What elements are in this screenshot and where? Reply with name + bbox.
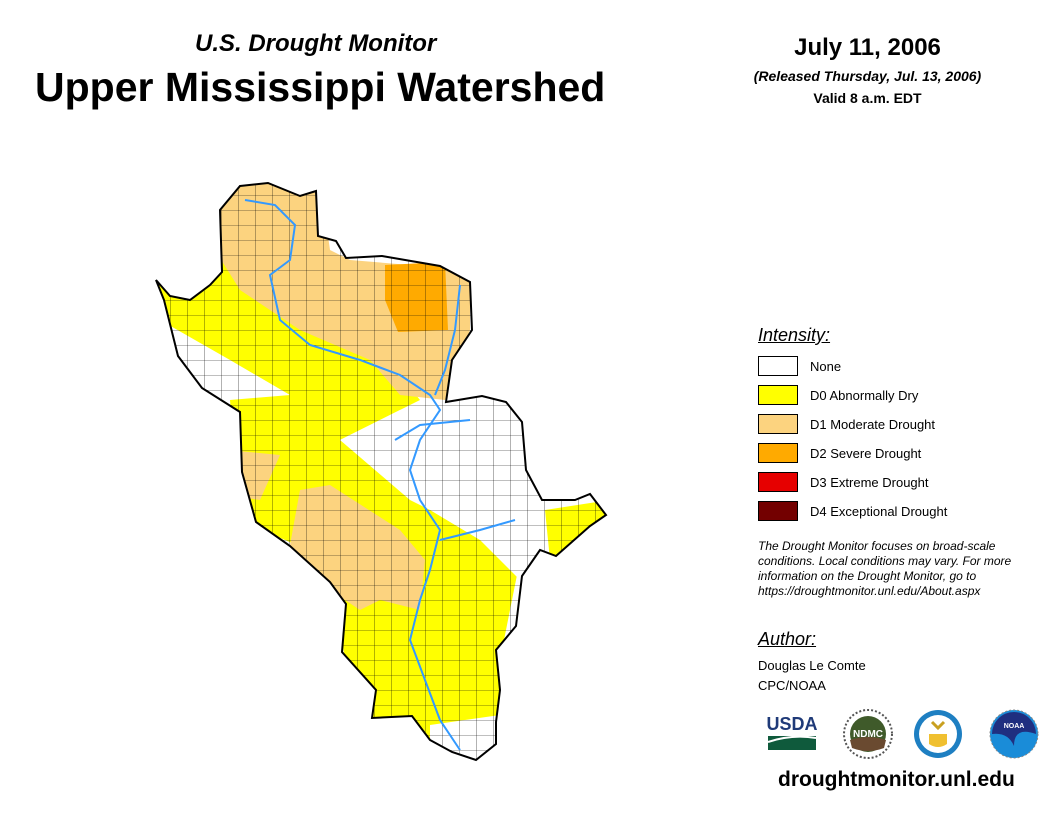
author-heading: Author: <box>758 629 817 649</box>
iowa-river <box>394 419 471 441</box>
legend-item-d4: D4 Exceptional Drought <box>758 500 947 522</box>
legend-label: D3 Extreme Drought <box>810 474 929 490</box>
legend-swatch <box>758 472 798 492</box>
legend-label: D4 Exceptional Drought <box>810 503 948 519</box>
mississippi-river <box>244 199 461 751</box>
author-name: Douglas Le Comte <box>758 658 866 673</box>
svg-text:NOAA: NOAA <box>1004 723 1025 730</box>
author-info: Douglas Le Comte CPC/NOAA <box>758 656 866 696</box>
legend-item-d1: D1 Moderate Drought <box>758 413 935 435</box>
legend-label: D0 Abnormally Dry <box>810 387 919 403</box>
legend-swatch <box>758 385 798 405</box>
svg-text:USDA: USDA <box>766 714 817 734</box>
legend-swatch <box>758 356 798 376</box>
svg-text:NDMC: NDMC <box>853 729 883 740</box>
rivers <box>244 199 516 751</box>
legend-swatch <box>758 501 798 521</box>
legend-title: Intensity: <box>758 325 831 345</box>
legend-swatch <box>758 414 798 434</box>
legend-swatch <box>758 443 798 463</box>
legend-label: D2 Severe Drought <box>810 445 922 461</box>
legend-label: D1 Moderate Drought <box>810 416 936 432</box>
commerce-seal <box>914 710 962 758</box>
ndmc-logo: NDMC <box>843 709 893 759</box>
release-date: (Released Thursday, Jul. 13, 2006) <box>753 68 982 84</box>
drought-areas <box>156 183 606 760</box>
noaa-logo: NOAA <box>989 709 1039 759</box>
legend-item-d2: D2 Severe Drought <box>758 442 921 464</box>
usda-logo: USDA <box>766 714 818 750</box>
legend-label: None <box>810 358 842 374</box>
wisconsin-river <box>434 284 461 396</box>
legend-item-d0: D0 Abnormally Dry <box>758 384 918 406</box>
website-link[interactable]: droughtmonitor.unl.edu <box>778 768 1015 791</box>
county-lines <box>156 183 606 760</box>
map-subtitle: U.S. Drought Monitor <box>195 30 437 57</box>
map-date: July 11, 2006 <box>794 34 941 61</box>
author-org: CPC/NOAA <box>758 678 826 693</box>
illinois-river <box>439 519 516 541</box>
valid-time: Valid 8 a.m. EDT <box>813 90 922 106</box>
legend-item-d3: D3 Extreme Drought <box>758 471 929 493</box>
disclaimer-note: The Drought Monitor focuses on broad-sca… <box>758 539 1012 598</box>
map-title: Upper Mississippi Watershed <box>35 64 606 110</box>
legend-item-none: None <box>758 355 841 377</box>
